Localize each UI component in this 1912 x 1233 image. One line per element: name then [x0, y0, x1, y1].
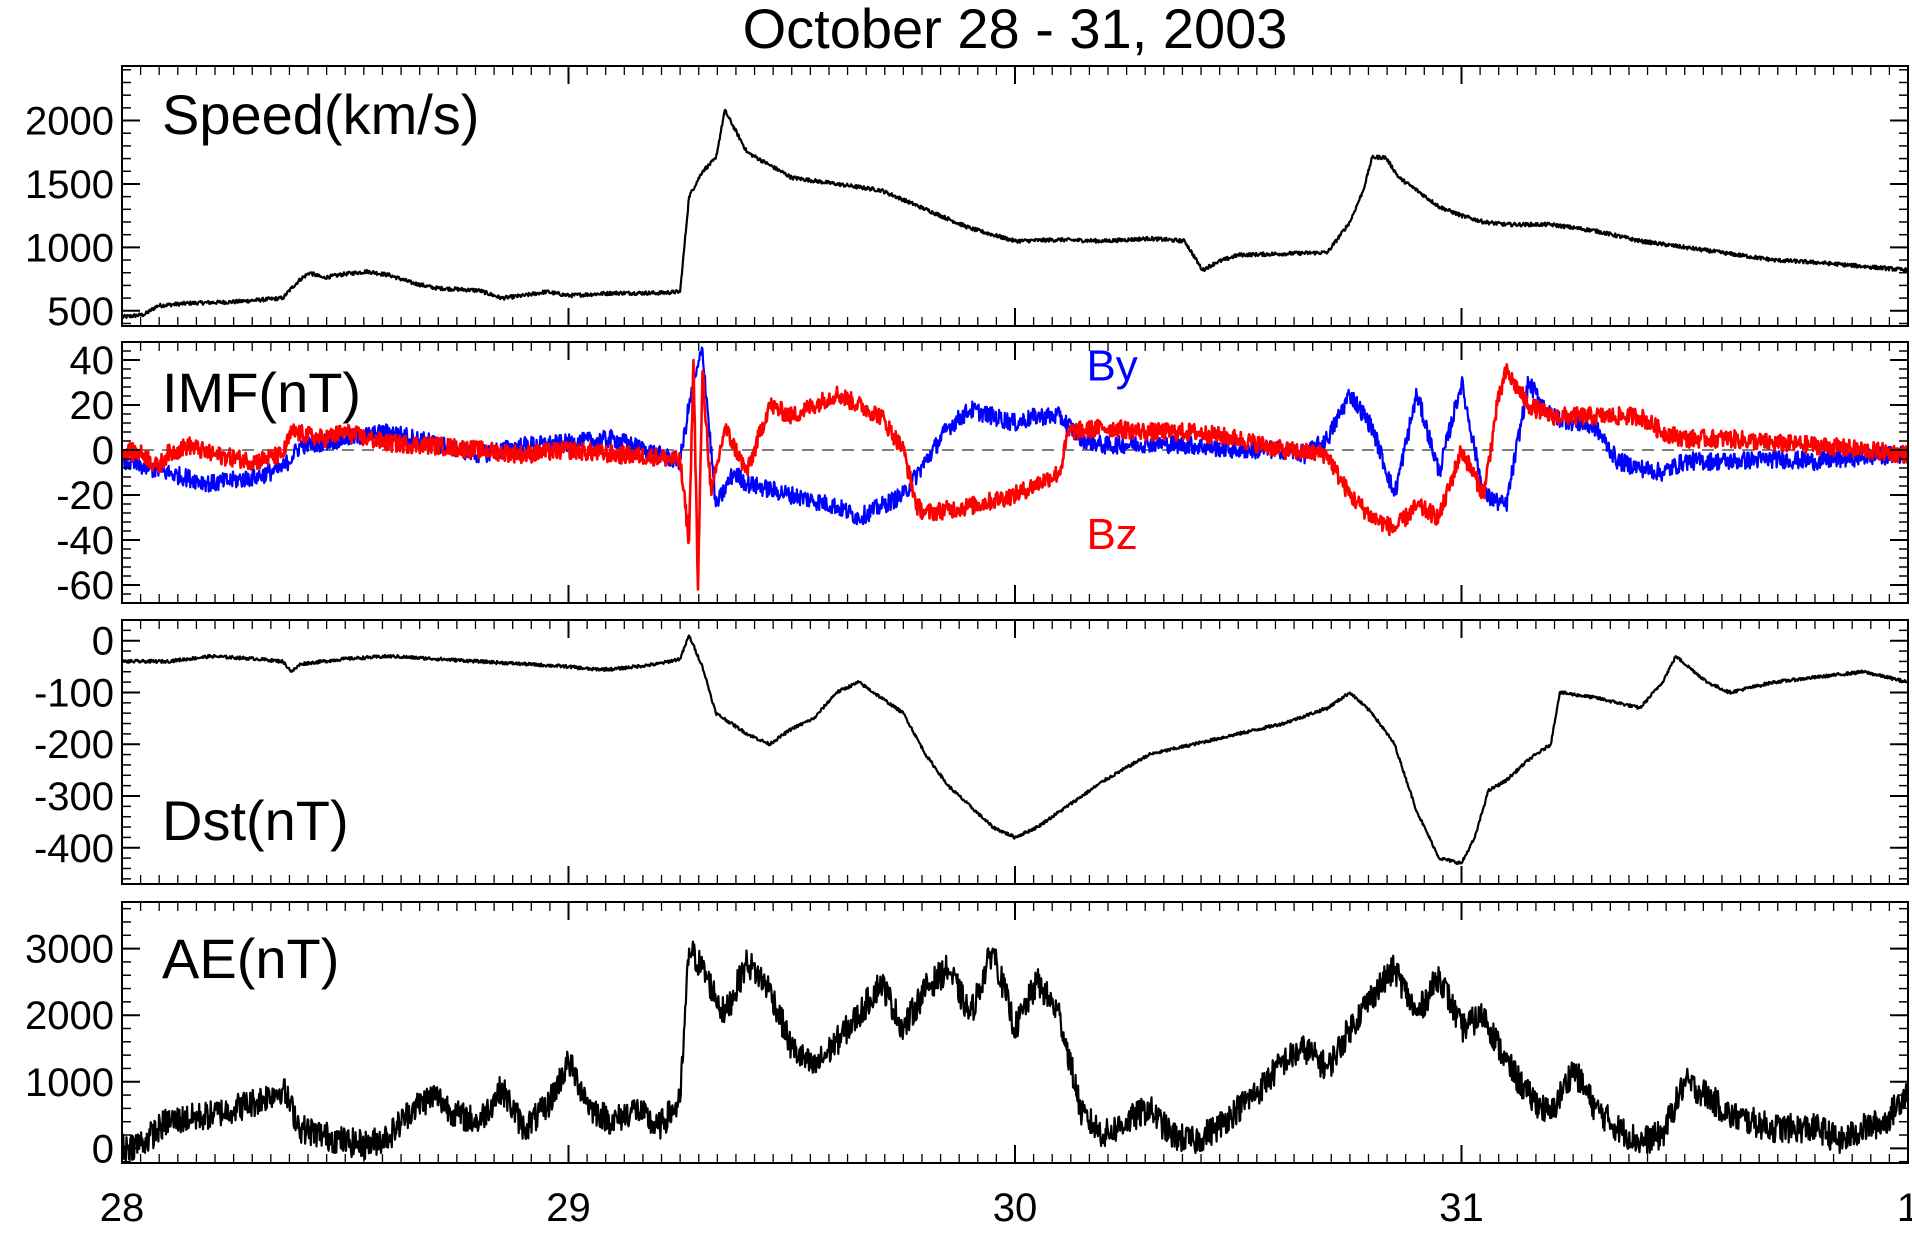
- y-tick-label-dst: -400: [34, 827, 114, 871]
- panel-label-ae: AE(nT): [162, 927, 339, 990]
- panel-label-imf: IMF(nT): [162, 361, 361, 424]
- y-tick-label-imf: 40: [70, 339, 115, 383]
- axes-frame-dst: [121, 619, 1909, 885]
- x-tick-label: 28: [100, 1186, 145, 1230]
- panel-ae: 0 1000 2000 3000 28 29 30 31 1 AE(nT): [25, 901, 1912, 1230]
- y-tick-label-imf: -60: [56, 564, 114, 608]
- y-tick-label-imf: 0: [92, 429, 114, 473]
- y-tick-label-ae: 3000: [25, 928, 114, 972]
- y-tick-label-speed: 2000: [25, 100, 114, 144]
- y-tick-label-ae: 2000: [25, 994, 114, 1038]
- y-tick-label-dst: -100: [34, 671, 114, 715]
- panel-label-speed: Speed(km/s): [162, 83, 479, 146]
- y-tick-label-dst: 0: [92, 620, 114, 664]
- series-label-by: By: [1086, 341, 1137, 390]
- panel-label-dst: Dst(nT): [162, 789, 349, 852]
- y-tick-label-imf: -20: [56, 474, 114, 518]
- x-tick-label: 30: [993, 1186, 1038, 1230]
- y-tick-label-imf: 20: [70, 384, 115, 428]
- series-label-bz: Bz: [1086, 510, 1137, 559]
- y-tick-label-speed: 500: [47, 290, 114, 334]
- series-line-imf-bz: [120, 358, 1910, 591]
- y-tick-label-speed: 1500: [25, 163, 114, 207]
- y-tick-label-dst: -200: [34, 723, 114, 767]
- x-tick-label: 31: [1439, 1186, 1484, 1230]
- figure-title: October 28 - 31, 2003: [743, 0, 1288, 60]
- y-tick-label-ae: 1000: [25, 1061, 114, 1105]
- x-tick-label: 29: [546, 1186, 591, 1230]
- y-tick-label-dst: -300: [34, 775, 114, 819]
- panel-speed: 500 1000 1500 2000 Speed(km/s): [25, 65, 1910, 334]
- series-line-dst: [121, 634, 1909, 866]
- y-tick-label-ae: 0: [92, 1127, 114, 1171]
- panel-dst: -400 -300 -200 -100 0 Dst(nT): [34, 619, 1909, 885]
- y-tick-label-imf: -40: [56, 519, 114, 563]
- x-tick-label: 1: [1897, 1186, 1912, 1230]
- y-tick-label-speed: 1000: [25, 226, 114, 270]
- series-line-speed: [121, 108, 1910, 319]
- series-line-ae: [121, 940, 1910, 1162]
